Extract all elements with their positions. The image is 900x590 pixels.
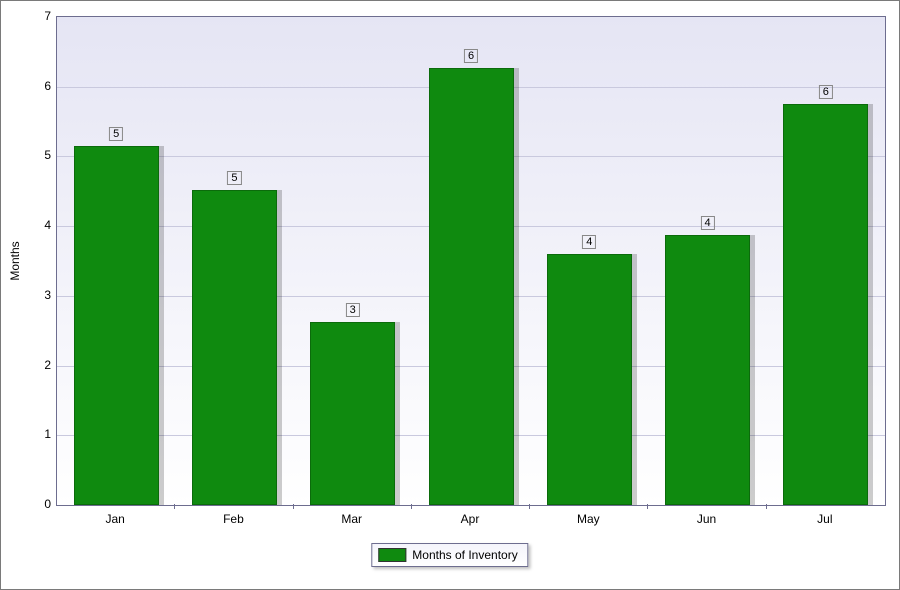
bar-value-label: 5	[227, 171, 241, 185]
x-tick-label: Feb	[223, 512, 244, 526]
bar-value-label: 6	[464, 49, 478, 63]
bar-value-label: 6	[819, 85, 833, 99]
bar	[192, 190, 277, 505]
legend: Months of Inventory	[371, 543, 528, 567]
x-tick	[766, 504, 767, 509]
y-tick-label: 1	[31, 427, 51, 441]
x-tick	[647, 504, 648, 509]
bar	[665, 235, 750, 505]
bar	[429, 68, 514, 505]
y-axis-title: Months	[8, 241, 22, 280]
legend-label: Months of Inventory	[412, 548, 517, 562]
bar-value-label: 5	[109, 127, 123, 141]
x-tick	[174, 504, 175, 509]
bar	[74, 146, 159, 505]
bar	[310, 322, 395, 505]
y-tick-label: 3	[31, 288, 51, 302]
y-tick-label: 5	[31, 148, 51, 162]
x-tick-label: Jan	[105, 512, 124, 526]
x-tick	[293, 504, 294, 509]
x-tick-label: Jun	[697, 512, 716, 526]
x-tick-label: May	[577, 512, 600, 526]
x-tick-label: Jul	[817, 512, 832, 526]
bar-value-label: 4	[701, 216, 715, 230]
x-tick-label: Apr	[461, 512, 480, 526]
bar	[547, 254, 632, 505]
chart-container: Months 5 5 3 6 4 4 6 Months of Inventory 0 1 2 3 4…	[0, 0, 900, 590]
x-tick	[411, 504, 412, 509]
x-tick-label: Mar	[341, 512, 362, 526]
bar-value-label: 3	[346, 303, 360, 317]
x-tick	[529, 504, 530, 509]
legend-swatch	[378, 548, 406, 562]
y-tick-label: 6	[31, 79, 51, 93]
y-tick-label: 0	[31, 497, 51, 511]
plot-area: 5 5 3 6 4 4 6	[56, 16, 886, 506]
bar-value-label: 4	[582, 235, 596, 249]
y-tick-label: 2	[31, 358, 51, 372]
y-tick-label: 4	[31, 218, 51, 232]
y-tick-label: 7	[31, 9, 51, 23]
bar	[783, 104, 868, 505]
